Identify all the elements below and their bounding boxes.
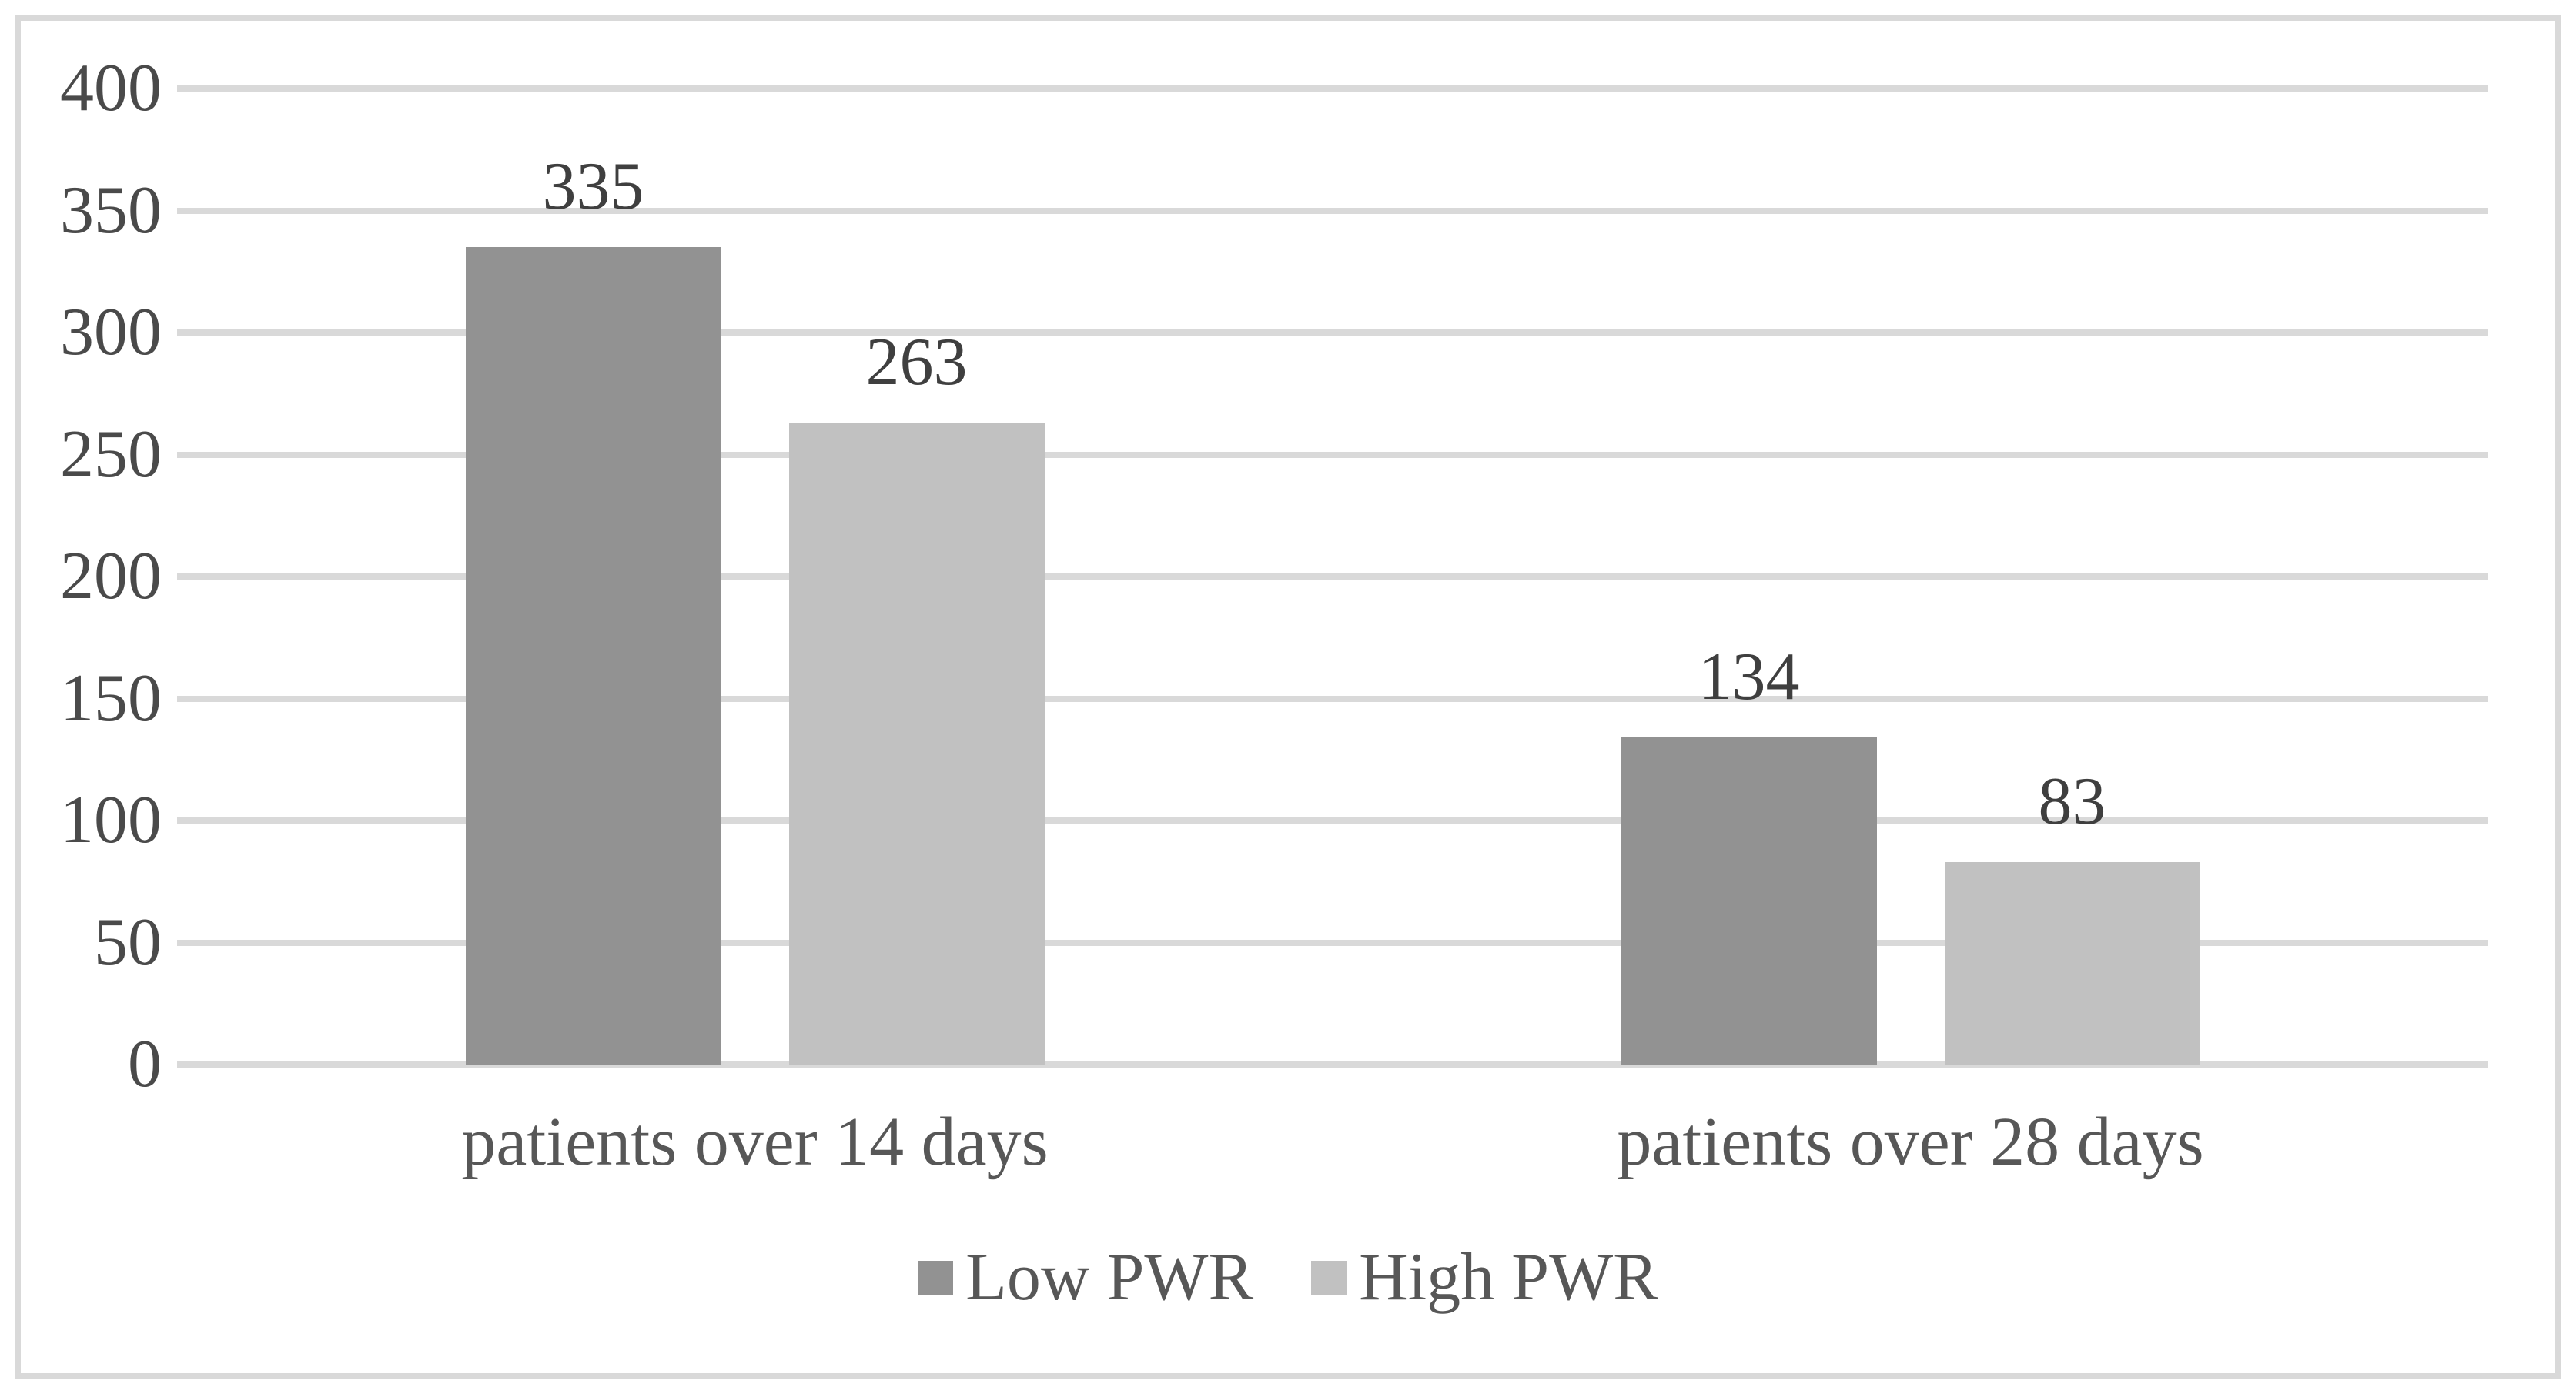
legend-label-high-pwr: High PWR <box>1359 1240 1658 1315</box>
gridline-100 <box>177 817 2488 824</box>
bar-group-patients-over-14-days: 335 263 <box>177 89 1333 1065</box>
y-tick-label-350: 350 <box>60 172 162 248</box>
y-axis-tick-labels: 400 350 300 250 200 150 100 50 0 <box>0 55 162 1098</box>
bar-slot-high-pwr-patients-over-14-days: 263 <box>788 329 1045 1065</box>
bar-slot-high-pwr-patients-over-28-days: 83 <box>1944 767 2200 1065</box>
gridline-300 <box>177 329 2488 336</box>
bar-high-pwr-patients-over-14-days <box>788 423 1045 1065</box>
legend-item-low-pwr: Low PWR <box>918 1244 1253 1312</box>
bar-slot-low-pwr-patients-over-14-days: 335 <box>465 153 721 1065</box>
legend-label-low-pwr: Low PWR <box>965 1240 1254 1315</box>
legend-item-high-pwr: High PWR <box>1311 1244 1658 1312</box>
legend-marker-low-pwr-icon <box>918 1260 954 1295</box>
gridline-350 <box>177 207 2488 214</box>
gridline-250 <box>177 451 2488 458</box>
bar-low-pwr-patients-over-28-days <box>1621 737 1877 1065</box>
y-tick-label-150: 150 <box>60 660 162 736</box>
gridline-400 <box>177 85 2488 92</box>
data-label-low-pwr-patients-over-28-days: 134 <box>1698 640 1800 715</box>
y-tick-label-0: 0 <box>128 1027 162 1101</box>
gridline-150 <box>177 695 2488 702</box>
y-tick-label-300: 300 <box>60 295 162 369</box>
bar-slot-low-pwr-patients-over-28-days: 134 <box>1621 644 1877 1065</box>
legend-marker-high-pwr-icon <box>1311 1260 1347 1295</box>
category-label-patients-over-28-days: patients over 28 days <box>1617 1104 2204 1180</box>
y-tick-label-100: 100 <box>60 783 162 857</box>
plot-area: 335 263 134 83 <box>177 85 2488 1068</box>
x-axis-category-labels: patients over 14 days patients over 28 da… <box>177 1104 2488 1180</box>
data-label-high-pwr-patients-over-28-days: 83 <box>2038 764 2106 839</box>
bar-group-patients-over-28-days: 134 83 <box>1333 89 2488 1065</box>
category-label-patients-over-14-days: patients over 14 days <box>461 1104 1049 1180</box>
y-tick-label-400: 400 <box>60 51 162 125</box>
bar-high-pwr-patients-over-28-days <box>1944 861 2200 1065</box>
legend: Low PWR High PWR <box>0 1235 2576 1320</box>
bar-low-pwr-patients-over-14-days <box>465 247 721 1065</box>
gridline-200 <box>177 573 2488 580</box>
gridline-50 <box>177 939 2488 946</box>
data-label-low-pwr-patients-over-14-days: 335 <box>542 149 644 225</box>
y-tick-label-200: 200 <box>60 539 162 613</box>
bar-groups: 335 263 134 83 <box>177 89 2488 1065</box>
y-tick-label-50: 50 <box>94 904 162 980</box>
data-label-high-pwr-patients-over-14-days: 263 <box>865 325 968 400</box>
gridline-0 <box>177 1061 2488 1068</box>
chart-frame-border <box>15 15 2561 1379</box>
y-tick-label-250: 250 <box>60 416 162 492</box>
